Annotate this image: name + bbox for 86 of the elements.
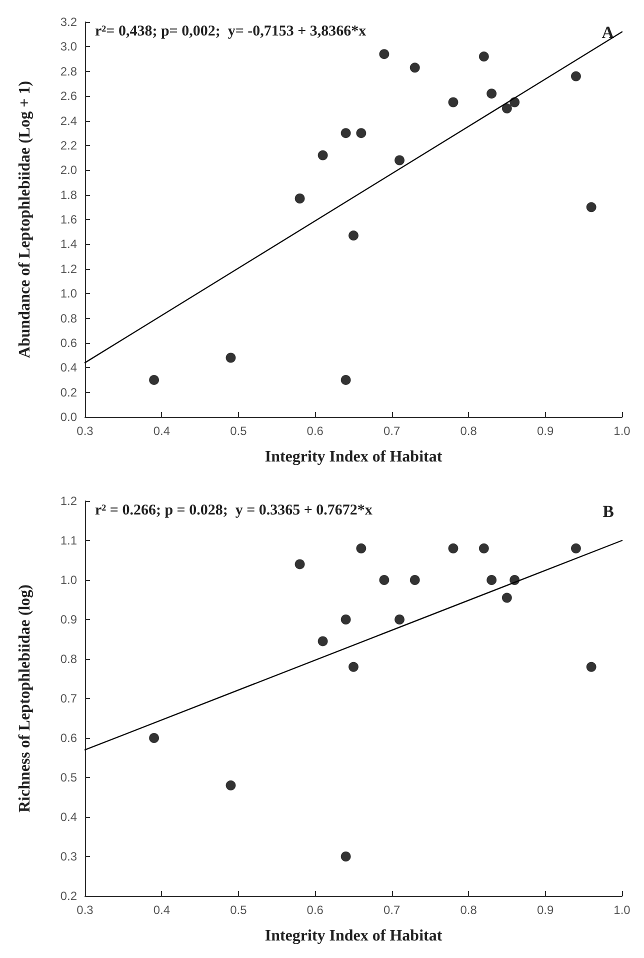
point bbox=[356, 543, 366, 554]
point bbox=[586, 202, 596, 212]
y-tick-label: 0.8 bbox=[60, 311, 78, 326]
point bbox=[394, 155, 405, 166]
point bbox=[379, 49, 390, 60]
annotation: A bbox=[602, 23, 615, 42]
point bbox=[340, 374, 351, 385]
x-tick-label: 0.3 bbox=[76, 424, 94, 438]
y-tick-label: 0.3 bbox=[60, 850, 78, 864]
point bbox=[340, 852, 351, 862]
x-tick-label: 0.5 bbox=[230, 424, 248, 438]
x-tick-label: 0.7 bbox=[384, 903, 401, 917]
point bbox=[226, 780, 236, 790]
point bbox=[394, 614, 405, 624]
y-tick-label: 0.6 bbox=[60, 336, 78, 350]
point bbox=[294, 194, 305, 204]
y-tick-label: 2.8 bbox=[60, 64, 78, 78]
y-tick-label: 1.0 bbox=[60, 286, 78, 301]
y-tick-label: 3.2 bbox=[60, 15, 78, 29]
point bbox=[379, 575, 390, 585]
point bbox=[340, 128, 351, 138]
point bbox=[348, 662, 358, 672]
y-tick-label: 1.1 bbox=[60, 534, 78, 548]
x-tick-label: 0.9 bbox=[536, 903, 554, 917]
x-tick-label: 0.4 bbox=[153, 424, 170, 438]
point bbox=[340, 614, 351, 624]
point bbox=[410, 575, 420, 585]
y-tick-label: 1.2 bbox=[60, 262, 78, 276]
y-tick-label: 1.6 bbox=[60, 212, 78, 226]
point bbox=[448, 97, 458, 108]
point bbox=[448, 543, 458, 554]
point bbox=[502, 103, 512, 114]
point bbox=[294, 559, 305, 570]
y-tick-label: 2.4 bbox=[60, 114, 78, 128]
y-tick-label: 0.2 bbox=[60, 889, 78, 903]
annotation: B bbox=[602, 502, 614, 521]
y-tick-label: 2.2 bbox=[60, 138, 78, 152]
x-tick-label: 0.6 bbox=[306, 903, 324, 917]
point bbox=[478, 52, 489, 62]
y-tick-label: 1.8 bbox=[60, 188, 78, 202]
y-axis-title: Richness of Leptophlebiidae (log) bbox=[16, 584, 34, 813]
point bbox=[318, 150, 328, 160]
y-tick-label: 1.2 bbox=[60, 494, 78, 508]
point bbox=[486, 575, 497, 585]
y-axis-title: Abundance of Leptophlebiidae (Log + 1) bbox=[16, 80, 34, 358]
x-tick-label: 0.8 bbox=[460, 903, 478, 917]
x-tick-label: 0.5 bbox=[230, 903, 248, 917]
point bbox=[570, 71, 581, 82]
point bbox=[149, 374, 160, 385]
y-tick-label: 3.0 bbox=[60, 40, 78, 54]
x-tick-label: 1.0 bbox=[614, 903, 631, 917]
x-axis-title: Integrity Index of Habitat bbox=[264, 448, 443, 466]
annotation: r² = 0.266; p = 0.028; y = 0.3365 + 0.7672*x bbox=[95, 502, 373, 518]
point bbox=[226, 352, 236, 363]
y-tick-label: 0.4 bbox=[60, 360, 78, 375]
y-tick-label: 2.0 bbox=[60, 163, 78, 178]
point bbox=[318, 636, 328, 646]
point bbox=[356, 128, 366, 138]
y-tick-label: 0.4 bbox=[60, 810, 78, 824]
point bbox=[486, 88, 497, 99]
y-tick-label: 0.0 bbox=[60, 410, 78, 424]
x-tick-label: 0.6 bbox=[306, 424, 324, 438]
point bbox=[149, 733, 160, 743]
point bbox=[570, 543, 581, 554]
point bbox=[478, 543, 489, 554]
x-axis-title: Integrity Index of Habitat bbox=[264, 928, 443, 944]
annotation: r²= 0,438; p= 0,002; y= -0,7153 + 3,8366*x bbox=[95, 24, 367, 40]
x-tick-label: 0.3 bbox=[76, 903, 94, 917]
y-tick-label: 1.4 bbox=[60, 237, 78, 252]
y-tick-label: 0.6 bbox=[60, 731, 78, 745]
x-tick-label: 0.4 bbox=[153, 903, 170, 917]
point bbox=[502, 592, 512, 603]
point bbox=[586, 662, 596, 672]
y-tick-label: 0.5 bbox=[60, 770, 78, 784]
x-tick-label: 0.8 bbox=[460, 424, 478, 438]
x-tick-label: 1.0 bbox=[614, 424, 631, 438]
y-tick-label: 0.7 bbox=[60, 692, 78, 706]
y-tick-label: 1.0 bbox=[60, 573, 78, 587]
point bbox=[348, 230, 358, 241]
x-tick-label: 0.9 bbox=[536, 424, 554, 438]
y-tick-label: 0.9 bbox=[60, 612, 78, 626]
x-tick-label: 0.7 bbox=[384, 424, 401, 438]
y-tick-label: 0.2 bbox=[60, 385, 78, 400]
point bbox=[410, 62, 420, 73]
y-tick-label: 0.8 bbox=[60, 652, 78, 666]
y-tick-label: 2.6 bbox=[60, 89, 78, 104]
